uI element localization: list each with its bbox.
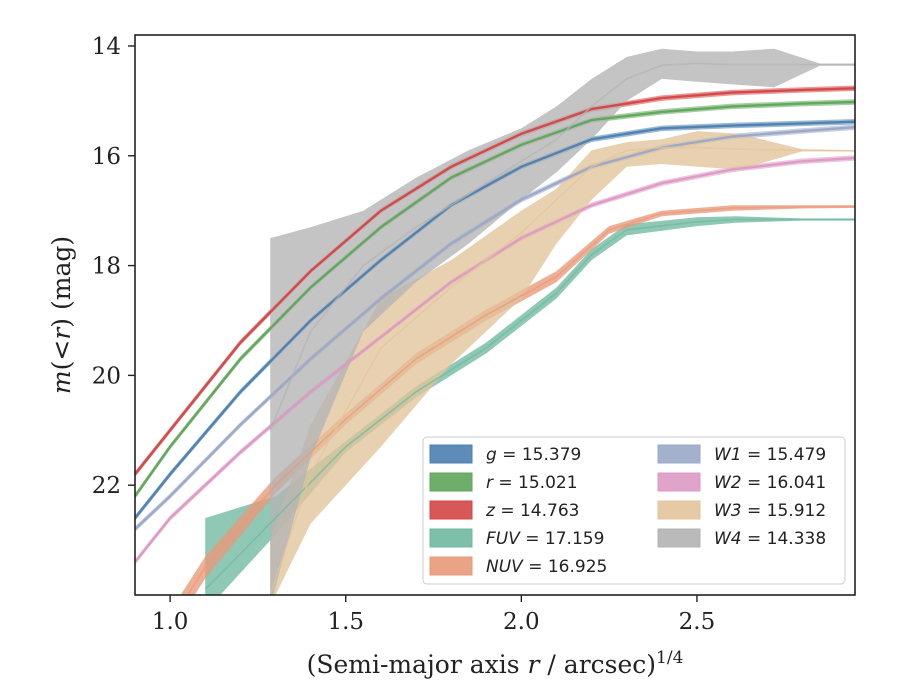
- line-w1: [135, 126, 855, 530]
- legend-label-w1: W1 = 15.479: [714, 445, 826, 465]
- legend: g = 15.379 r = 15.021 z = 14.763 FUV = 17.1…: [422, 436, 846, 585]
- line-w3: [269, 146, 855, 595]
- line-r: [135, 100, 855, 497]
- band-w4: [270, 48, 855, 595]
- series-lines: [135, 62, 855, 595]
- legend-label-z: z = 14.763: [485, 501, 579, 521]
- y-axis-ticks: 14 16 18 20 22: [92, 34, 135, 499]
- legend-label-w3: W3 = 15.912: [714, 501, 826, 521]
- legend-swatch-w3: [657, 500, 701, 520]
- y-tick-label: 18: [92, 254, 121, 280]
- legend-swatch-g: [429, 444, 473, 464]
- legend-label-r: r = 15.021: [486, 473, 578, 493]
- legend-swatch-w4: [657, 528, 701, 548]
- y-axis-label-r: r: [47, 326, 76, 340]
- line-z: [135, 87, 855, 475]
- line-g: [135, 120, 855, 519]
- x-axis-label-rest: / arcsec): [539, 650, 656, 679]
- x-axis-label-var: r: [528, 650, 542, 679]
- legend-label-nuv: NUV = 16.925: [486, 557, 607, 577]
- x-tick-label: 2.0: [503, 609, 540, 635]
- legend-label-fuv: FUV = 17.159: [486, 529, 604, 549]
- x-tick-label: 2.5: [679, 609, 716, 635]
- y-axis-label: m(<r) (mag): [47, 236, 76, 394]
- legend-swatch-w2: [657, 472, 701, 492]
- x-axis-label: (Semi-major axis r / arcsec)1/4: [307, 648, 684, 679]
- legend-swatch-w1: [657, 444, 701, 464]
- band-w3: [270, 131, 855, 595]
- y-tick-label: 22: [92, 473, 121, 499]
- legend-label-w4: W4 = 14.338: [714, 529, 826, 549]
- legend-label-g: g = 15.379: [486, 445, 581, 465]
- uncertainty-bands: [135, 48, 855, 595]
- x-tick-label: 1.0: [152, 609, 189, 635]
- y-tick-label: 14: [92, 34, 121, 60]
- x-axis-ticks: 1.0 1.5 2.0 2.5: [152, 595, 715, 635]
- x-axis-label-superscript: 1/4: [656, 648, 683, 668]
- line-fuv: [204, 218, 855, 591]
- legend-label-w2: W2 = 16.041: [714, 473, 826, 493]
- y-axis-label-open: (: [47, 361, 76, 371]
- legend-swatch-z: [429, 500, 473, 520]
- plot-frame: [134, 34, 856, 596]
- x-tick-label: 1.5: [327, 609, 364, 635]
- legend-swatch-r: [429, 472, 473, 492]
- y-axis-label-lt: <: [47, 340, 76, 361]
- x-axis-label-main: (Semi-major axis: [307, 650, 528, 679]
- y-axis-label-close: ) (mag): [47, 236, 76, 328]
- y-tick-label: 16: [92, 144, 121, 170]
- y-tick-label: 20: [92, 363, 121, 389]
- y-axis-label-var: m: [47, 370, 76, 394]
- legend-swatch-fuv: [429, 528, 473, 548]
- line-w4: [269, 62, 855, 431]
- line-nuv: [186, 205, 855, 595]
- legend-swatch-nuv: [429, 556, 473, 576]
- legend-box: [422, 436, 846, 585]
